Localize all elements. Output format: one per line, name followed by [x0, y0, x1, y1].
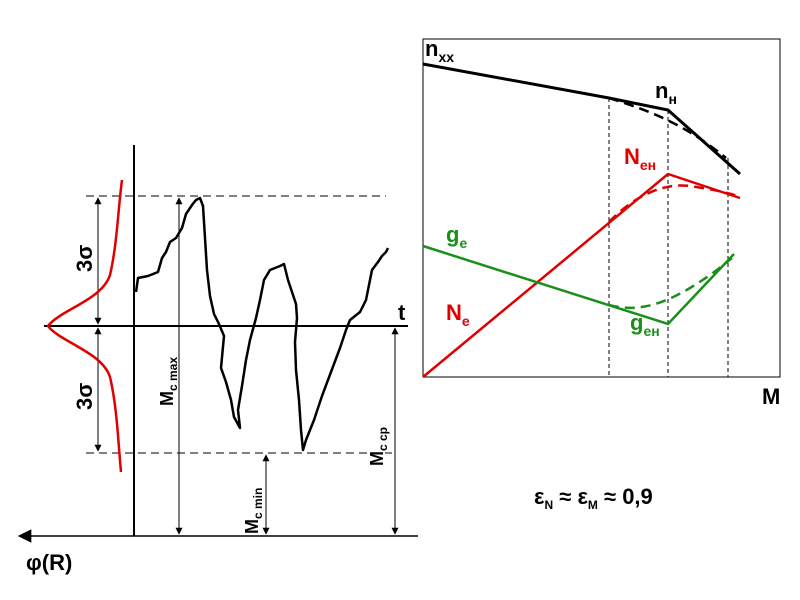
- right-diagram-frame: [422, 38, 781, 378]
- load-moment-curve: [134, 196, 390, 452]
- Ne-curve-dashed: [608, 184, 739, 223]
- n-curve-dashed: [608, 96, 727, 159]
- N-en-label: Nен: [624, 144, 656, 173]
- n-n-label: nн: [655, 78, 677, 107]
- mc-cp-label: Mc cp: [367, 427, 390, 466]
- upper-sigma-label: 3σ: [72, 245, 97, 272]
- t-axis-label: t: [398, 300, 406, 325]
- normal-distribution-curve: [46, 179, 124, 473]
- g-e-label: ge: [446, 222, 467, 251]
- left-diagram: t φ(R) 3σ 3σ Mc max Mc min Mc cp: [17, 145, 418, 575]
- Ne-curve: [422, 172, 741, 378]
- g-en-label: gен: [630, 310, 660, 339]
- ge-curve-dashed: [608, 257, 733, 310]
- efficiency-formula: εN ≈ εM ≈ 0,9: [534, 484, 653, 512]
- mc-max-label: Mc max: [157, 357, 180, 406]
- mc-min-label: Mc min: [242, 488, 265, 534]
- phi-label: φ(R): [26, 550, 72, 575]
- lower-sigma-label: 3σ: [72, 383, 97, 410]
- M-axis-label: M: [762, 384, 780, 409]
- N-e-label: Ne: [446, 300, 470, 329]
- n-xx-label: nxx: [425, 36, 454, 65]
- n-curve: [422, 62, 741, 176]
- right-diagram: nxx nн Nен ge Ne gен M: [422, 36, 781, 409]
- ge-curve: [422, 244, 735, 326]
